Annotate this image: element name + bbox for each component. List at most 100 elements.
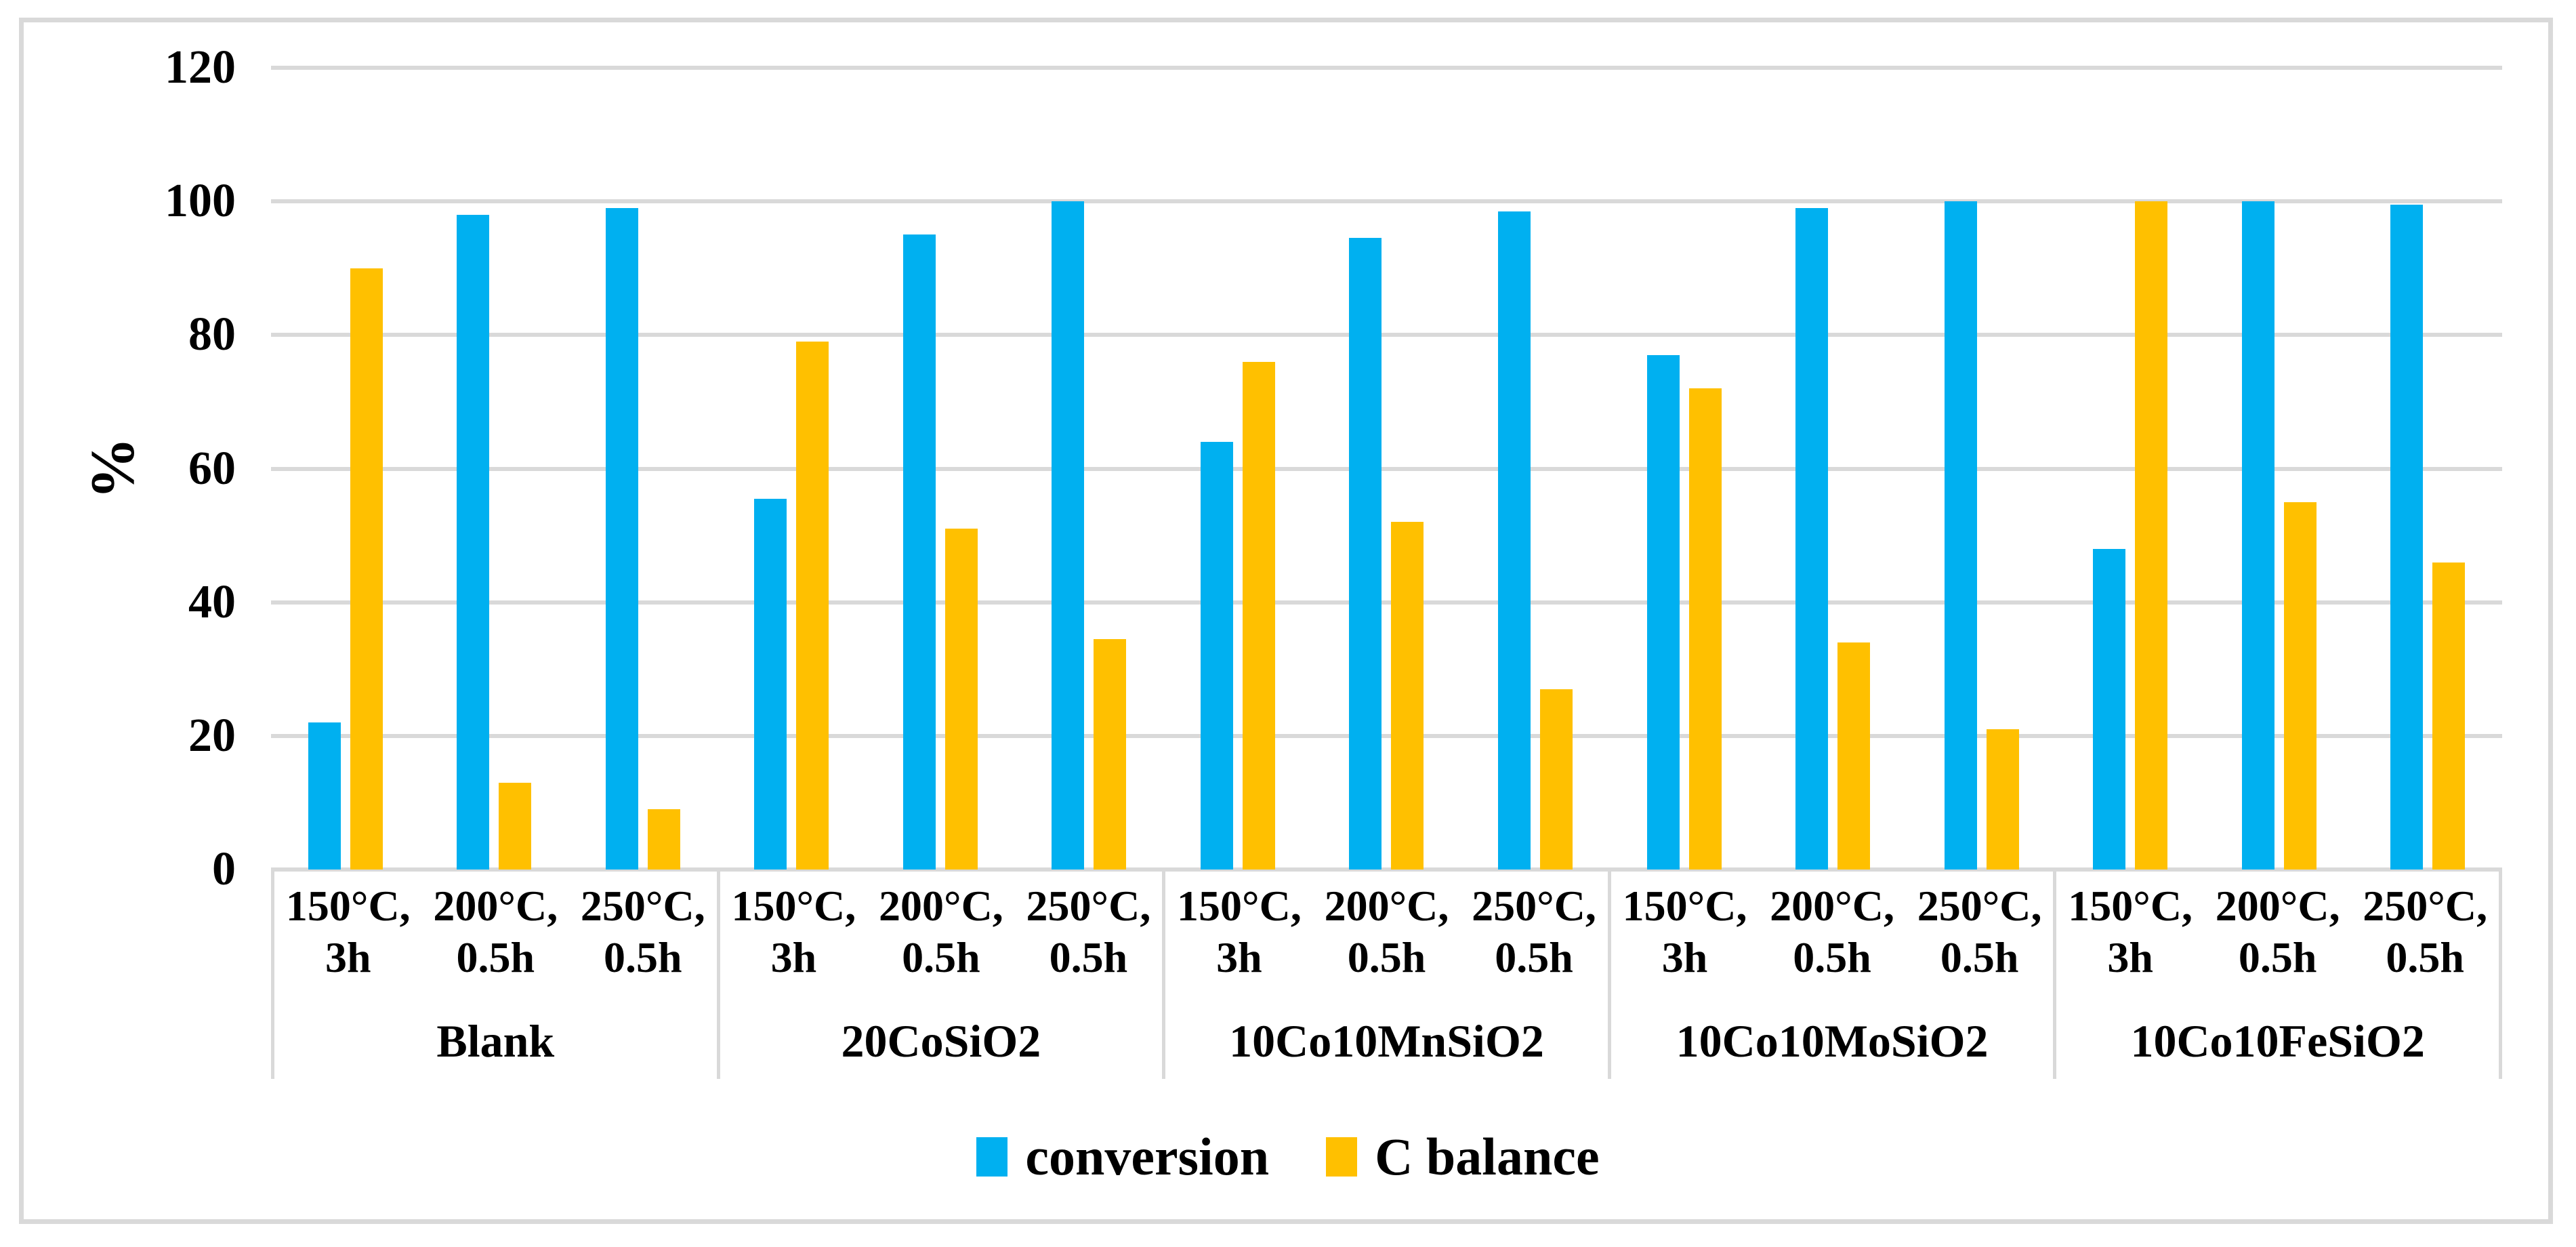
condition-label-line2: 0.5h <box>604 933 682 981</box>
bar-conversion <box>2241 201 2274 870</box>
bar-c-balance <box>1986 729 2019 870</box>
group-label-blank: Blank <box>436 1015 555 1067</box>
bar-conversion <box>1944 201 1977 870</box>
condition-label-line2: 3h <box>325 933 371 981</box>
bar-conversion <box>1646 354 1680 870</box>
bar-slot <box>2353 68 2502 870</box>
group-column-10co10fesio2: 150°C, 3h 200°C, 0.5h 250°C, 0.5h 10Co10FeSiO2 <box>2053 870 2502 1079</box>
bar-slot <box>1163 68 1312 870</box>
bar-c-balance <box>647 809 680 870</box>
category-label-area: 150°C, 3h 200°C, 0.5h 250°C, 0.5h Blank 150°C, 3… <box>271 870 2502 1079</box>
condition-row: 150°C, 3h 200°C, 0.5h 250°C, 0.5h <box>1611 870 2054 983</box>
bar-c-balance <box>1391 522 1424 870</box>
bar-slot <box>1907 68 2056 870</box>
bar-conversion <box>2093 548 2126 870</box>
condition-label-line2: 3h <box>2107 933 2153 981</box>
bar-group-blank <box>271 68 718 870</box>
bar-c-balance <box>1540 689 1573 870</box>
group-column-20cosio2: 150°C, 3h 200°C, 0.5h 250°C, 0.5h 20CoSiO2 <box>716 870 1163 1079</box>
condition-label: 200°C, 0.5h <box>2204 880 2352 983</box>
bar-conversion <box>1498 211 1531 870</box>
bar-c-balance <box>2135 201 2168 870</box>
legend-label-c-balance: C balance <box>1375 1127 1600 1186</box>
condition-label-line2: 0.5h <box>2238 933 2317 981</box>
bar-conversion <box>754 498 787 870</box>
y-axis-tick-label: 0 <box>212 843 236 895</box>
legend-swatch-c-balance <box>1326 1137 1358 1177</box>
condition-label: 150°C, 3h <box>2056 880 2204 983</box>
bar-group-10co10fesio2 <box>2056 68 2502 870</box>
bars-layer <box>271 68 2502 870</box>
bar-c-balance <box>1242 361 1275 870</box>
chart-border <box>19 18 2553 1224</box>
group-label-20cosio2: 20CoSiO2 <box>841 1015 1041 1067</box>
condition-row: 150°C, 3h 200°C, 0.5h 250°C, 0.5h <box>720 870 1163 983</box>
group-label-10co10mosio2: 10Co10MoSiO2 <box>1676 1015 1989 1067</box>
y-axis-tick-label: 80 <box>188 308 236 361</box>
bar-c-balance <box>1837 642 1871 870</box>
y-axis-tick-label: 40 <box>188 575 236 628</box>
condition-label: 200°C, 0.5h <box>867 880 1015 983</box>
condition-label: 200°C, 0.5h <box>422 880 570 983</box>
condition-label-line1: 150°C, <box>731 882 856 930</box>
y-axis-tick-label: 100 <box>165 175 236 228</box>
condition-label-line1: 200°C, <box>433 882 558 930</box>
plot-area <box>271 66 2502 872</box>
bar-c-balance <box>1094 638 1127 870</box>
gridline-100 <box>271 199 2502 204</box>
bar-group-20cosio2 <box>718 68 1164 870</box>
condition-label-line1: 200°C, <box>2215 882 2340 930</box>
gridline-20 <box>271 733 2502 738</box>
bar-c-balance <box>499 782 532 870</box>
y-axis-tick-label: 60 <box>188 442 236 495</box>
legend-item-c-balance: C balance <box>1326 1130 1600 1183</box>
condition-label-line2: 0.5h <box>456 933 535 981</box>
condition-label-line1: 200°C, <box>878 882 1003 930</box>
bar-slot <box>718 68 867 870</box>
group-label-10co10mnsio2: 10Co10MnSiO2 <box>1229 1015 1544 1067</box>
bar-conversion <box>1200 442 1233 870</box>
condition-label-line2: 0.5h <box>1495 933 1573 981</box>
group-label-10co10fesio2: 10Co10FeSiO2 <box>2130 1015 2425 1067</box>
group-column-blank: 150°C, 3h 200°C, 0.5h 250°C, 0.5h Blank <box>271 870 717 1079</box>
condition-label-line2: 0.5h <box>1793 933 1871 981</box>
legend: conversion C balance <box>0 1113 2576 1201</box>
bar-slot <box>2056 68 2205 870</box>
gridline-120 <box>271 66 2502 70</box>
group-column-10co10mosio2: 150°C, 3h 200°C, 0.5h 250°C, 0.5h 10Co10MoSiO2 <box>1607 870 2054 1079</box>
bar-slot <box>1610 68 1759 870</box>
bar-conversion <box>1349 238 1382 870</box>
condition-label-line1: 150°C, <box>1622 882 1747 930</box>
bar-c-balance <box>2283 502 2317 870</box>
condition-label-line2: 0.5h <box>1940 933 2019 981</box>
bar-conversion <box>902 234 936 870</box>
legend-label-conversion: conversion <box>1025 1127 1270 1186</box>
bar-conversion <box>2390 205 2424 870</box>
condition-label-line2: 0.5h <box>1049 933 1128 981</box>
bar-slot <box>2205 68 2354 870</box>
gridline-0 <box>271 867 2502 872</box>
condition-label-line1: 250°C, <box>1472 882 1596 930</box>
condition-label-line1: 250°C, <box>1026 882 1151 930</box>
bar-c-balance <box>2432 562 2466 870</box>
condition-label-line2: 3h <box>1216 933 1262 981</box>
bar-conversion <box>308 722 341 870</box>
condition-label: 150°C, 3h <box>1165 880 1313 983</box>
condition-label: 250°C, 0.5h <box>1906 880 2054 983</box>
bar-conversion <box>457 214 490 870</box>
bar-conversion <box>1052 201 1085 870</box>
bar-slot <box>1461 68 1610 870</box>
condition-row: 150°C, 3h 200°C, 0.5h 250°C, 0.5h <box>274 870 717 983</box>
condition-label: 200°C, 0.5h <box>1313 880 1461 983</box>
group-column-10co10mnsio2: 150°C, 3h 200°C, 0.5h 250°C, 0.5h 10Co10MnSiO2 <box>1162 870 1608 1079</box>
condition-label: 150°C, 3h <box>1611 880 1759 983</box>
condition-label-line2: 0.5h <box>902 933 980 981</box>
legend-swatch-conversion <box>976 1137 1008 1177</box>
condition-label: 250°C, 0.5h <box>2351 880 2499 983</box>
condition-label-line1: 250°C, <box>580 882 705 930</box>
bar-group-10co10mosio2 <box>1610 68 2056 870</box>
bar-slot <box>1015 68 1164 870</box>
condition-label: 250°C, 0.5h <box>1015 880 1163 983</box>
gridline-40 <box>271 600 2502 605</box>
condition-label-line1: 150°C, <box>285 882 411 930</box>
